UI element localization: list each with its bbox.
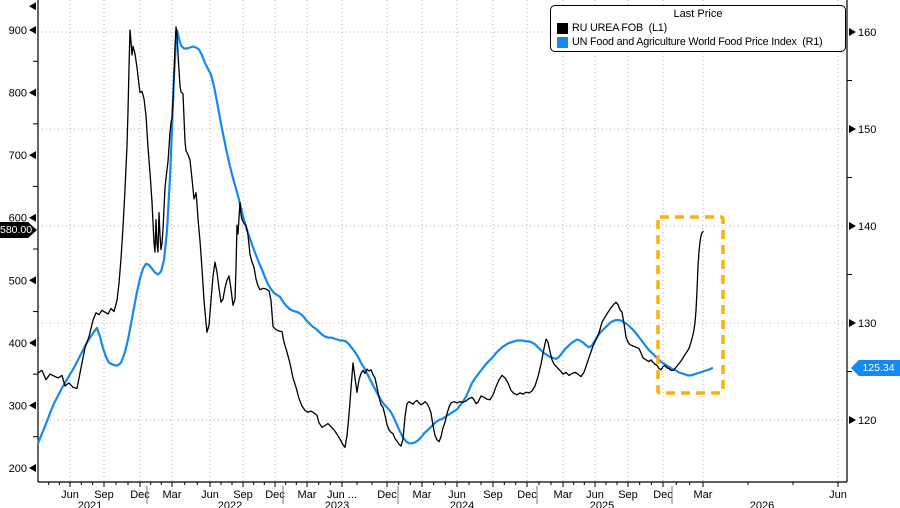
right-tick-label: 140 [858, 221, 876, 233]
right-tick-label: 130 [858, 318, 876, 330]
legend-item-urea: RU UREA FOB (L1) [557, 21, 839, 35]
x-tick-label: Dec [265, 489, 285, 501]
x-tick-label: Dec [653, 489, 673, 501]
left-tick-label: 200 [9, 463, 27, 475]
right-tick-label: 150 [858, 124, 876, 136]
right-tick-label: 160 [858, 27, 876, 39]
left-tick-label: 800 [9, 88, 27, 100]
year-label: 2024 [450, 500, 474, 508]
x-tick-label: Mar [694, 489, 713, 501]
x-tick-label: Jun ... [327, 489, 357, 501]
food-index-series-line [36, 29, 714, 445]
left-tick-arrow-icon [29, 464, 36, 472]
x-tick-label: Jun [201, 489, 219, 501]
left-tick-arrow-icon [29, 151, 36, 160]
x-tick-label: Mar [163, 489, 182, 501]
left-tick-arrow-icon [29, 213, 36, 222]
year-label: 2021 [78, 500, 102, 508]
legend-item-food-index: UN Food and Agriculture World Food Price… [557, 35, 839, 49]
left-tick-arrow-icon [29, 338, 36, 347]
year-label: 2025 [590, 500, 614, 508]
right-tick-arrow-icon [849, 416, 856, 424]
x-tick-label: Jun [61, 489, 79, 501]
right-tick-arrow-icon [849, 125, 856, 133]
chart-legend: Last Price RU UREA FOB (L1) UN Food and … [550, 5, 846, 52]
highlight-box [656, 215, 725, 395]
left-axis-last-price-badge: 580.00 [0, 222, 37, 238]
right-tick-label: 120 [858, 415, 876, 427]
left-tick-arrow-icon [29, 276, 36, 285]
left-tick-label: 300 [9, 400, 27, 412]
food-index-series-swatch-icon [557, 36, 568, 48]
x-tick-label: Dec [517, 489, 537, 501]
left-tick-label: 500 [9, 275, 27, 287]
left-tick-label: 900 [9, 25, 27, 37]
x-tick-label: Jun [586, 489, 604, 501]
x-tick-label: Mar [298, 489, 317, 501]
x-tick-label: Sep [483, 489, 503, 501]
left-tick-arrow-icon [29, 26, 36, 34]
year-label: 2026 [750, 500, 774, 508]
legend-title: Last Price [673, 8, 723, 20]
right-tick-arrow-icon [849, 222, 856, 230]
left-tick-arrow-icon [29, 88, 36, 97]
year-label: 2023 [325, 500, 349, 508]
left-tick-arrow-icon [29, 401, 36, 410]
x-tick-label: Dec [130, 489, 150, 501]
left-tick-label: 700 [9, 150, 27, 162]
year-label: 2022 [218, 500, 242, 508]
x-tick-label: Dec [377, 489, 397, 501]
x-tick-label: Mar [554, 489, 573, 501]
urea-series-line [37, 26, 704, 449]
left-tick-label: 400 [9, 338, 27, 350]
urea-series-swatch-icon [557, 22, 568, 34]
x-tick-label: Mar [413, 489, 432, 501]
legend-label-urea: RU UREA FOB (L1) [572, 22, 667, 34]
left-tick-arrow-icon [29, 2, 36, 11]
x-tick-label: Sep [94, 489, 114, 501]
left-tick-label: 600 [9, 213, 27, 225]
x-tick-label: Jun [829, 489, 847, 501]
right-tick-arrow-icon [849, 28, 856, 36]
x-tick-label: Jun [448, 489, 466, 501]
x-tick-label: Sep [233, 489, 253, 501]
right-axis-last-price-badge: 125.34 [851, 360, 900, 376]
legend-label-food-index: UN Food and Agriculture World Food Price… [572, 36, 823, 48]
x-tick-label: Sep [618, 489, 638, 501]
right-tick-arrow-icon [849, 319, 856, 327]
